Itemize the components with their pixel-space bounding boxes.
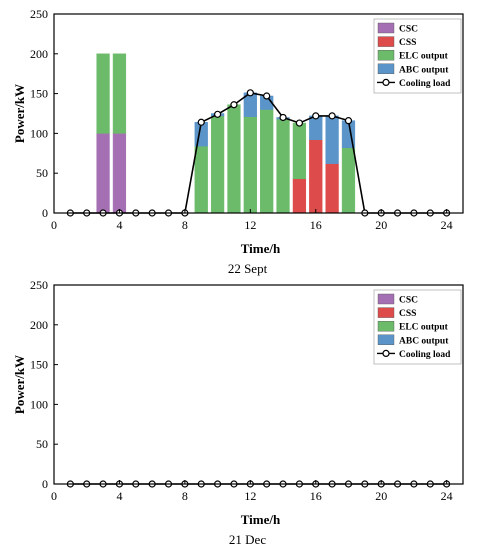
y-axis-title: Power/kW	[12, 355, 27, 414]
cooling-load-point-12	[246, 89, 254, 97]
x-tick-label-4: 4	[116, 218, 122, 232]
y-tick-label-200: 200	[30, 47, 48, 61]
bar-elc-output-4	[112, 53, 127, 134]
cooling-load-point-18	[344, 117, 353, 125]
y-tick-label-100: 100	[30, 397, 48, 411]
legend-label-3: ELC output	[399, 52, 449, 62]
legend-label-2: CSS	[399, 309, 416, 319]
y-tick-label-100: 100	[30, 126, 48, 140]
x-tick-label-20: 20	[375, 218, 387, 232]
legend-swatch-marker	[382, 349, 390, 357]
x-tick-label-24: 24	[441, 489, 453, 503]
cooling-load-point-13	[263, 92, 271, 100]
plot-frame	[53, 284, 464, 485]
y-tick-label-50: 50	[36, 437, 48, 451]
y-tick-label-150: 150	[30, 358, 48, 372]
bar-elc-output-9	[194, 145, 208, 214]
x-tick-label-8: 8	[182, 218, 188, 232]
y-tick-label-0: 0	[42, 206, 48, 220]
x-tick-label-4: 4	[116, 489, 122, 503]
bar-abc-output-17	[325, 115, 339, 164]
bar-csc-3	[96, 133, 110, 214]
x-tick-label-0: 0	[51, 489, 57, 503]
bar-elc-output-14	[276, 118, 290, 214]
chart-caption: 22 Sept	[228, 261, 268, 276]
legend-swatch-1	[377, 22, 395, 34]
bar-elc-output-11	[227, 104, 241, 214]
x-tick-label-12: 12	[244, 489, 256, 503]
legend-swatch-3	[377, 50, 395, 61]
plot-frame	[53, 13, 464, 214]
y-tick-label-250: 250	[30, 7, 48, 21]
legend-swatch-2	[377, 36, 395, 47]
legend-swatch-4	[377, 63, 395, 74]
x-tick-label-8: 8	[182, 489, 188, 503]
bar-elc-output-3	[96, 53, 110, 134]
x-tick-label-12: 12	[244, 218, 256, 232]
bar-css-16	[309, 139, 323, 214]
y-tick-label-200: 200	[30, 318, 48, 332]
legend: CSC CSS ELC output ABC output Cooling load	[373, 289, 462, 365]
cooling-load-point-17	[328, 112, 336, 120]
legend-swatch-1	[377, 293, 395, 305]
y-axis-title: Power/kW	[12, 84, 27, 143]
cooling-load-point-15	[295, 119, 303, 127]
legend-swatch-2	[377, 307, 395, 318]
x-axis-title: Time/h	[241, 241, 281, 256]
y-tick-label-50: 50	[36, 166, 48, 180]
bar-elc-output-10	[210, 115, 225, 214]
legend-label-5: Cooling load	[399, 79, 451, 89]
bar-css-15	[292, 178, 307, 214]
legend-swatch-marker	[382, 78, 390, 87]
legend-swatch-4	[377, 334, 395, 345]
chart-panel-1: 0 50 100 150 200 250 0 4 8 12 16 20 24 Time/h Power/kW…	[12, 7, 464, 276]
legend-label-4: ABC output	[399, 336, 449, 346]
legend-label-2: CSS	[399, 38, 416, 48]
legend-label-5: Cooling load	[399, 350, 451, 360]
x-axis-title: Time/h	[241, 512, 281, 527]
x-tick-label-16: 16	[310, 218, 322, 232]
bar-elc-output-18	[341, 147, 356, 214]
legend: CSC CSS ELC output ABC output Cooling load	[373, 18, 462, 94]
legend-label-1: CSC	[399, 296, 418, 306]
chart-caption: 21 Dec	[229, 532, 266, 547]
x-tick-label-16: 16	[310, 489, 322, 503]
x-tick-label-20: 20	[375, 489, 387, 503]
bar-csc-4	[112, 133, 127, 214]
x-tick-label-24: 24	[441, 218, 453, 232]
cooling-load-point-16	[312, 112, 320, 120]
y-tick-label-150: 150	[30, 87, 48, 101]
bar-css-17	[325, 163, 339, 214]
cooling-load-point-10	[214, 110, 222, 118]
cooling-load-point-11	[230, 101, 238, 109]
legend-label-4: ABC output	[399, 65, 449, 75]
y-tick-label-0: 0	[42, 477, 48, 491]
bar-elc-output-12	[243, 116, 257, 214]
cooling-load-point-14	[279, 113, 287, 122]
legend-label-3: ELC output	[399, 323, 449, 333]
cooling-load-line	[70, 91, 447, 214]
y-tick-label-250: 250	[30, 278, 48, 292]
bar-elc-output-13	[260, 109, 274, 214]
chart-panel-2: 0 50 100 150 200 250 0 4 8 12 16 20 24 Time/h Power/kW…	[12, 278, 464, 547]
x-tick-label-0: 0	[51, 218, 57, 232]
cooling-load-point-9	[197, 118, 205, 126]
legend-label-1: CSC	[399, 25, 418, 35]
bar-elc-output-15	[292, 122, 307, 180]
legend-swatch-3	[377, 321, 395, 332]
